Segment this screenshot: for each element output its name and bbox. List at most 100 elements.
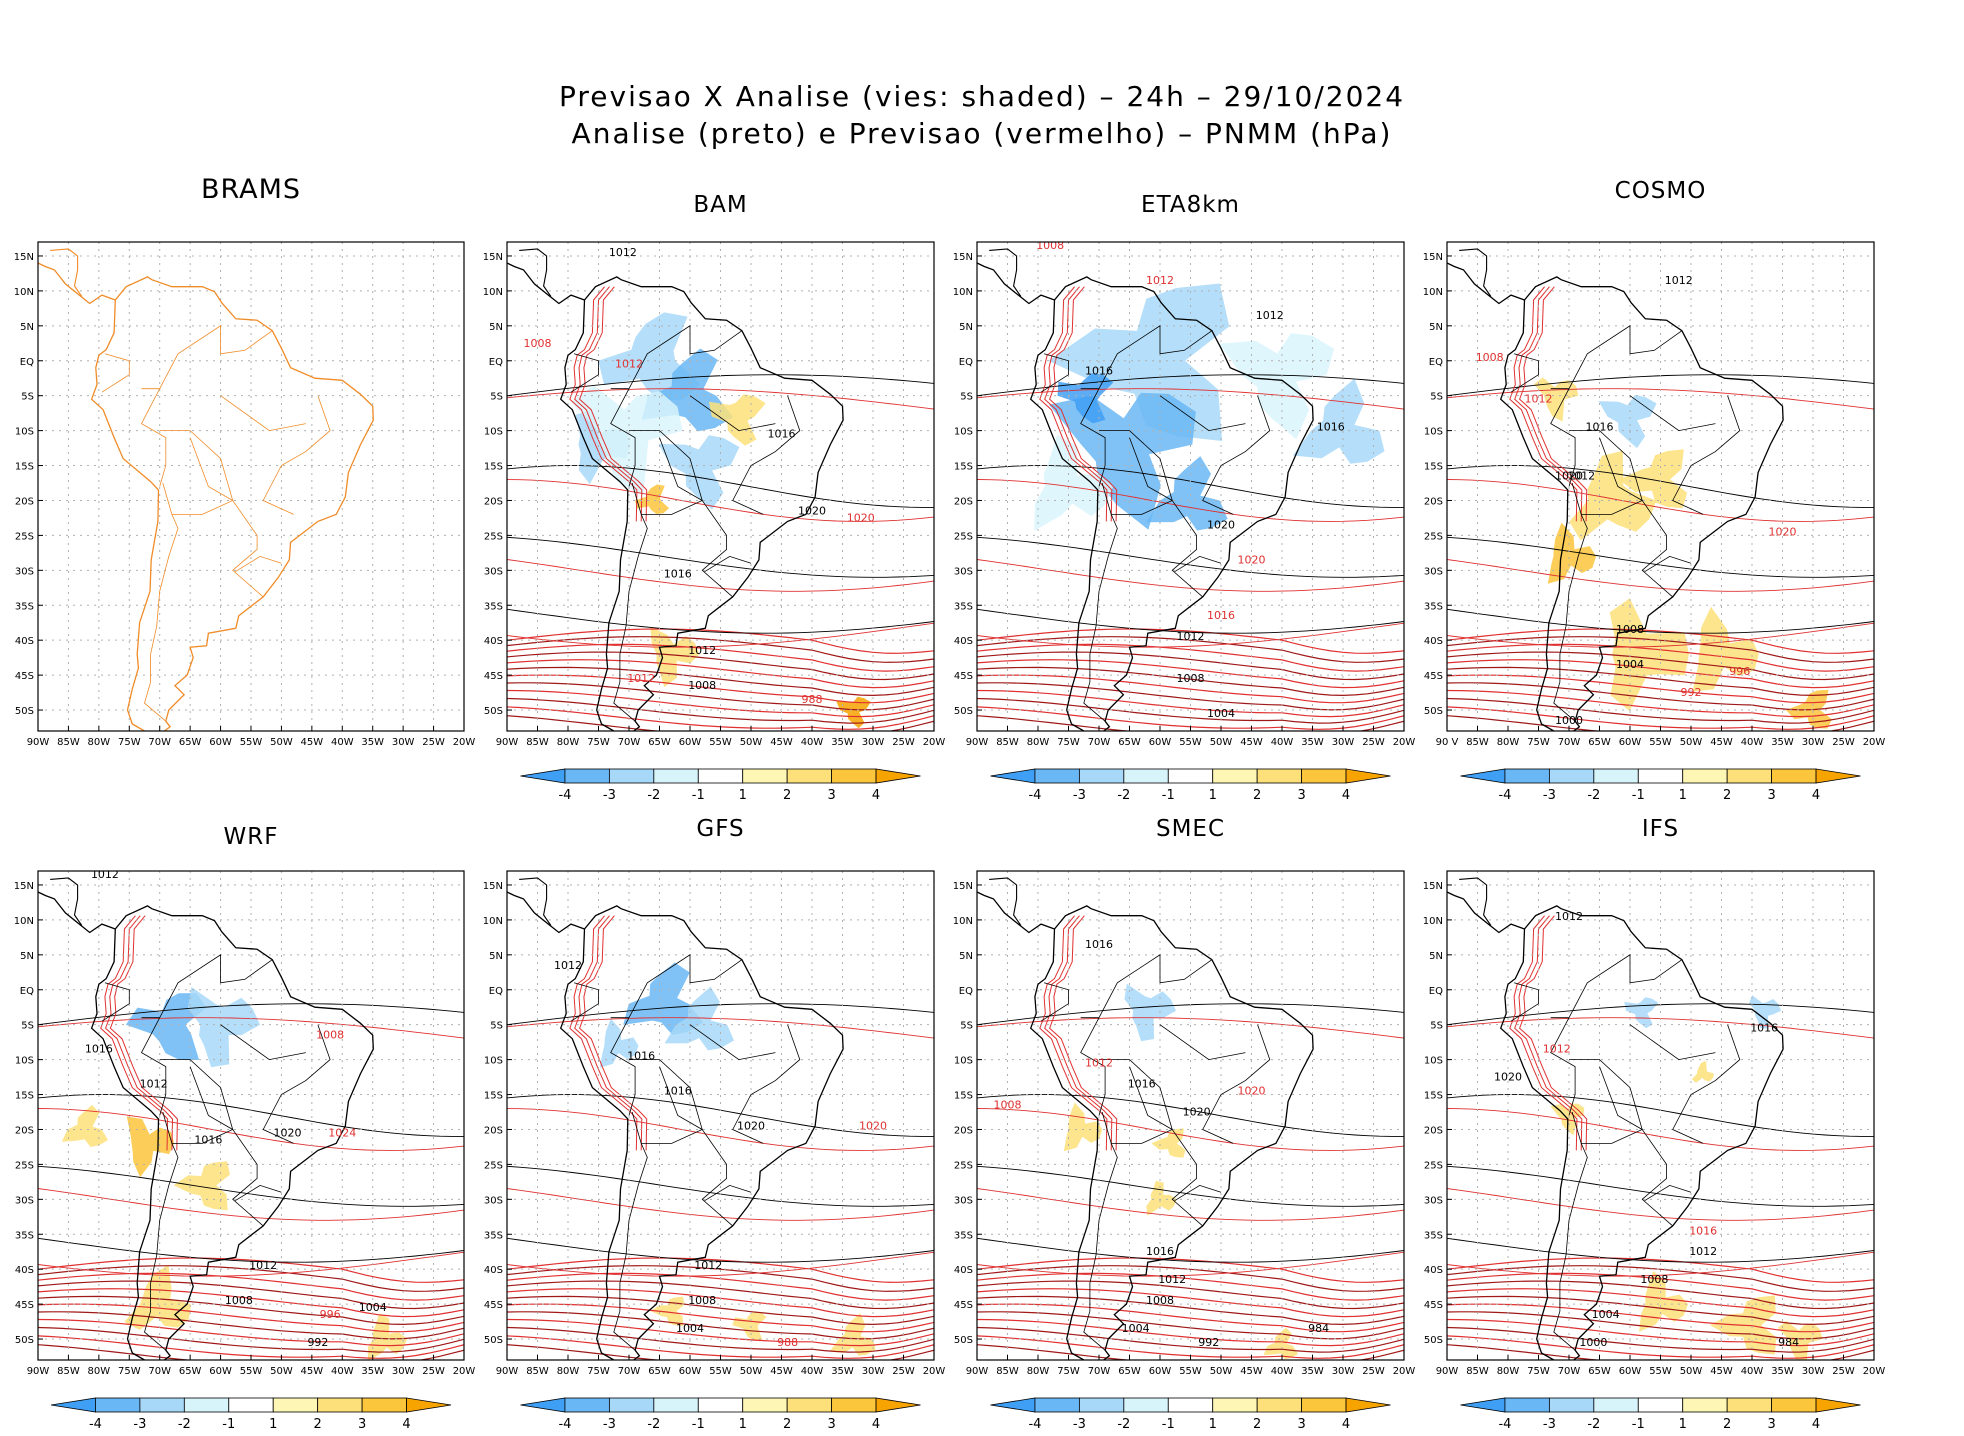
colorbar-segment [1815, 1397, 1861, 1413]
lat-tick-label: 15N [953, 881, 973, 892]
colorbar-segment [1815, 768, 1861, 784]
lat-tick-label: 10N [14, 916, 34, 927]
lon-tick-label: 20W [453, 1366, 476, 1377]
lon-tick-label: 45W [1240, 1366, 1263, 1377]
bias-shading [1569, 450, 1657, 541]
lat-tick-label: 20S [484, 1125, 503, 1136]
colorbar-segment [1504, 768, 1550, 784]
country-border [1174, 555, 1222, 573]
lon-tick-label: 40W [801, 737, 824, 748]
colorbar-segment [520, 1397, 566, 1413]
country-border [101, 353, 130, 393]
isobar-line [1447, 697, 1874, 724]
lon-tick-label: 65W [1118, 737, 1141, 748]
colorbar-label: -2 [1587, 788, 1600, 803]
lat-tick-label: 10S [15, 427, 34, 438]
lat-tick-label: 50S [1424, 706, 1443, 717]
isobar-line [1044, 915, 1113, 1151]
lon-tick-label: 25W [1832, 1366, 1855, 1377]
isobar-line [1509, 915, 1578, 1151]
lon-tick-label: 90W [496, 737, 519, 748]
colorbar-label: -3 [603, 788, 616, 803]
contour-label: 1008 [994, 1099, 1022, 1112]
lat-tick-label: 25S [1424, 531, 1443, 542]
isobar-line [1519, 915, 1588, 1151]
lon-tick-label: 65W [648, 737, 671, 748]
contour-label: 1008 [688, 1294, 716, 1307]
map-area: 1012 1008 1012 1016 1020 1020 1012 1008 1012 1016… [483, 241, 946, 803]
country-border [1202, 395, 1271, 515]
colorbar-label: 1 [739, 1417, 747, 1432]
isobar-line [507, 479, 934, 522]
lon-tick-label: 90W [966, 1366, 989, 1377]
isobar-line [574, 915, 643, 1151]
lat-tick-label: 10N [1423, 916, 1443, 927]
bias-shading [125, 993, 207, 1060]
isobar-line [1447, 1344, 1874, 1360]
lat-tick-label: 15N [14, 252, 34, 263]
country-border [570, 353, 599, 393]
colorbar-segment [1504, 1397, 1550, 1413]
colorbar-segment [1167, 1397, 1214, 1413]
colorbar-segment [653, 1397, 699, 1413]
contour-label: 1012 [1256, 309, 1284, 322]
isobar-line [977, 666, 1404, 697]
isobar-line [977, 697, 1404, 724]
bias-shading [1146, 456, 1228, 531]
country-border [140, 1017, 167, 1116]
lat-tick-label: 35S [15, 1230, 34, 1241]
isobar-line [1447, 666, 1874, 697]
lon-tick-label: 55W [240, 737, 263, 748]
colorbar-label: 3 [827, 1417, 835, 1432]
lon-tick-label: 30W [392, 737, 415, 748]
lon-tick-label: 40W [801, 1366, 824, 1377]
isobar-line [507, 1295, 934, 1326]
lat-tick-label: 45S [15, 1300, 34, 1311]
panel-title: BAM [693, 192, 748, 218]
isobar-line [1509, 286, 1578, 522]
colorbar-label: -2 [1117, 1417, 1130, 1432]
contour-label: 1012 [1158, 1273, 1186, 1286]
contour-label: 1008 [688, 679, 716, 692]
isobar-line [38, 1265, 464, 1292]
lon-tick-label: 90W [496, 1366, 519, 1377]
country-border [171, 437, 234, 515]
isobar-line [977, 1265, 1404, 1292]
colorbar-segment [564, 1397, 610, 1413]
lon-tick-label: 20W [923, 1366, 946, 1377]
contour-label: 1008 [225, 1294, 253, 1307]
panel-wrf: WRF 1012 1016 1008 1012 1020 1024 1016 1012 1008 1… [14, 824, 476, 1432]
lat-tick-label: 25S [954, 1160, 973, 1171]
country-border [641, 437, 704, 515]
isobar-line [105, 915, 174, 1151]
lat-tick-label: 5N [959, 951, 973, 962]
isobar-line [1447, 1318, 1874, 1347]
isobar-line [1447, 689, 1874, 718]
lon-tick-label: 20W [923, 737, 946, 748]
bias-shading [1292, 378, 1385, 464]
lat-tick-label: 5S [490, 392, 503, 403]
colorbar-label: -1 [1162, 1417, 1175, 1432]
panel-title: WRF [223, 824, 279, 850]
contour-label: 1012 [1543, 1043, 1571, 1056]
country-border [689, 395, 776, 432]
coastline [1459, 248, 1492, 297]
colorbar-label: -3 [603, 1417, 616, 1432]
country-border [1159, 1024, 1246, 1061]
colorbar-segment [1771, 1397, 1817, 1413]
isobar-line [1447, 622, 1874, 648]
map-area: 1012101210081016102010201012100810049969… [1423, 241, 1885, 803]
colorbar-segment [406, 1397, 452, 1413]
contour-label: 1012 [1085, 1057, 1113, 1070]
colorbar-segment [564, 768, 610, 784]
contour-label: 1012 [91, 868, 119, 881]
isobar-line [1447, 1280, 1874, 1310]
coastline [1499, 905, 1784, 1360]
isobar-line [507, 622, 934, 648]
country-border [1644, 1184, 1692, 1202]
contour-label: 1020 [1238, 553, 1266, 566]
colorbar-label: -4 [89, 1417, 102, 1432]
country-border [1510, 353, 1539, 393]
bias-shading [732, 1311, 767, 1341]
colorbar-label: 4 [1812, 1417, 1820, 1432]
